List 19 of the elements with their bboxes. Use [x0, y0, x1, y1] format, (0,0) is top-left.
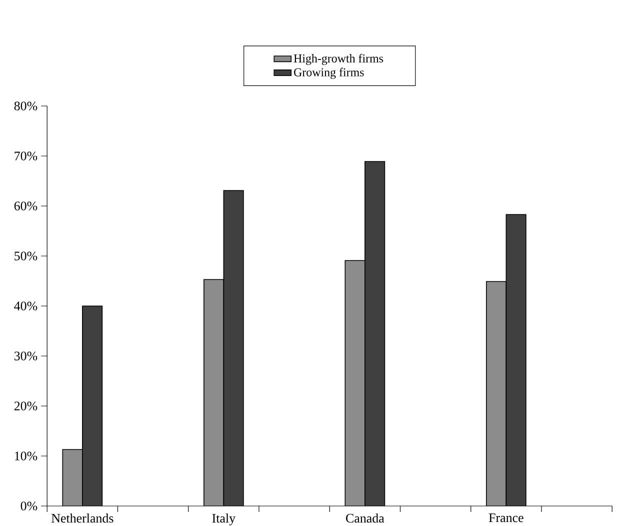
x-tick-label: Italy — [212, 514, 236, 526]
bar — [82, 306, 103, 506]
y-tick-label: 40% — [14, 302, 38, 310]
legend-label: Growing firms — [294, 68, 364, 79]
x-tick-label: France — [488, 514, 524, 522]
y-tick-label: 20% — [14, 402, 38, 410]
x-tick-label: Canada — [346, 514, 384, 523]
y-tick-label: 80% — [14, 102, 38, 110]
y-tick-label: 0% — [20, 502, 38, 510]
y-tick-label: 30% — [14, 352, 38, 360]
y-tick-label: 70% — [14, 152, 38, 160]
y-tick-label: 50% — [14, 252, 38, 260]
y-tick-label: 60% — [14, 202, 38, 210]
bar — [223, 190, 244, 506]
legend-label: High-growth firms — [294, 54, 384, 65]
y-tick-label: 10% — [14, 452, 38, 460]
bar — [506, 214, 526, 506]
x-tick-label: Netherlands — [52, 514, 114, 523]
bar — [364, 161, 386, 506]
